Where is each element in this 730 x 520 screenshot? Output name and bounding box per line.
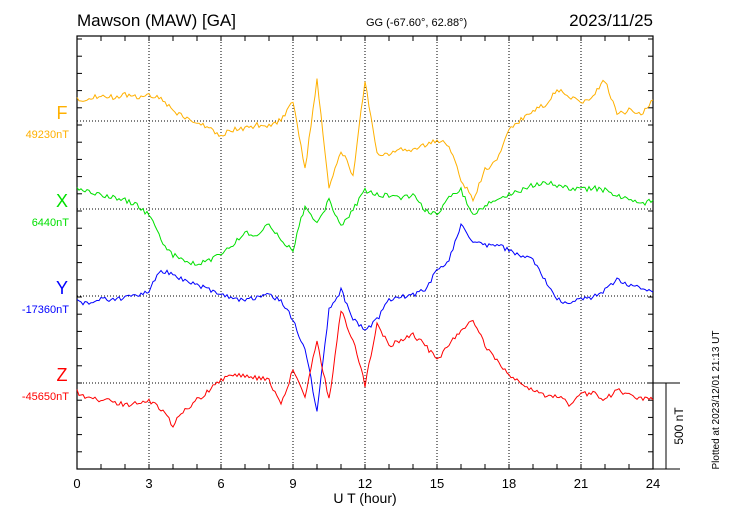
scale-bar-label: 500 nT [672,407,686,445]
series-f-baseline-label: 49230nT [26,129,70,141]
series-x-line [76,180,654,266]
chart-subtitle: GG (-67.60°, 62.88°) [366,17,467,29]
x-tick-label: 3 [145,476,152,491]
x-tick-label: 6 [217,476,224,491]
x-tick-label: 21 [574,476,588,491]
series-x-baseline-label: 6440nT [32,217,70,229]
series-z-name: Z [57,365,68,385]
chart-date: 2023/11/25 [569,11,653,30]
series-y-baseline-label: -17360nT [22,304,69,316]
x-tick-label: 15 [430,476,444,491]
x-axis-label: U T (hour) [333,490,396,506]
series-f-line [76,78,654,203]
chart-title: Mawson (MAW) [GA] [77,11,236,30]
series-y-name: Y [56,278,68,298]
plotted-note: Plotted at 2023/12/01 21:13 UT [711,331,722,470]
x-tick-label: 12 [358,476,372,491]
x-tick-label: 0 [73,476,80,491]
x-tick-label: 24 [646,476,660,491]
series-z-baseline-label: -45650nT [22,391,69,403]
x-tick-label: 9 [289,476,296,491]
series-z-line [76,310,654,428]
x-tick-label: 18 [502,476,516,491]
series-f-name: F [57,103,68,123]
series-x-name: X [56,191,68,211]
series-y-line [76,222,654,412]
